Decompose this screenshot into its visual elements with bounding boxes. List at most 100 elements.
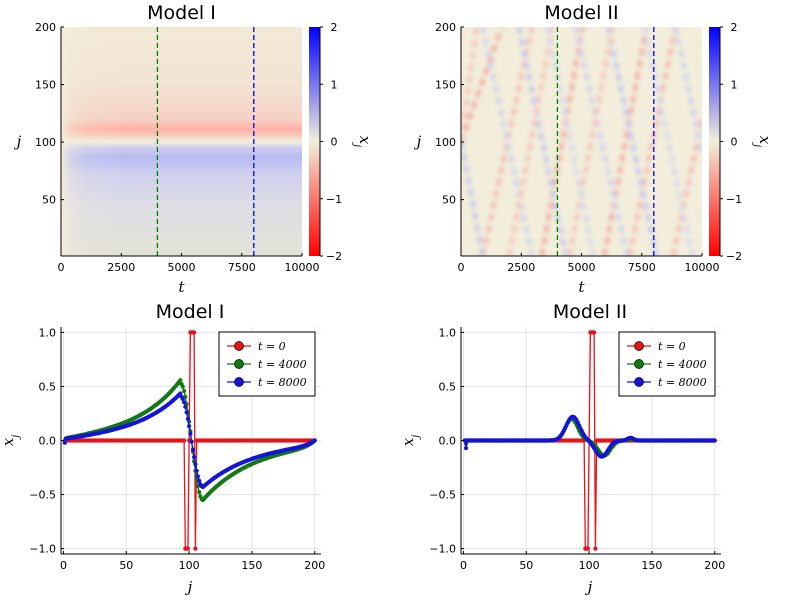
x-tick-label: 0: [458, 261, 465, 274]
x-tick-label: 2500: [107, 261, 135, 274]
legend-entry: t = 4000: [658, 358, 707, 371]
y-axis-label: j: [14, 133, 22, 151]
data-point: [180, 396, 185, 401]
data-point: [193, 546, 198, 551]
data-point: [593, 546, 598, 551]
legend-entry: t = 0: [658, 340, 686, 353]
series-8000: [62, 391, 317, 490]
data-point: [193, 462, 198, 467]
x-tick-label: 200: [304, 559, 325, 572]
legend-marker: [634, 377, 644, 387]
colorbar-tick-label: 0: [731, 136, 738, 149]
y-tick-label: 1.0: [39, 326, 57, 339]
wave-front: [461, 27, 505, 143]
data-point: [188, 431, 193, 436]
wave-front: [539, 27, 585, 256]
wave-front: [602, 27, 649, 256]
x-tick-label: 200: [704, 559, 725, 572]
data-point: [712, 438, 717, 443]
heatmap-panel-2: 0 2500 5000 7500 10000 50 100 150 200 Model II t j −…: [414, 2, 774, 296]
data-point: [190, 447, 195, 452]
colorbar-label: xj: [352, 136, 375, 148]
wave-front: [567, 27, 616, 256]
data-point: [195, 474, 200, 479]
y-tick-label: 0.5: [39, 380, 57, 393]
x-tick-label: 150: [641, 559, 662, 572]
legend-marker: [234, 359, 244, 369]
colorbar-tick-label: 1: [731, 78, 738, 91]
x-tick-label: 50: [519, 559, 533, 572]
wave-front: [461, 27, 479, 143]
wave-front: [673, 27, 702, 155]
x-tick-label: 0: [60, 559, 67, 572]
data-point: [62, 440, 67, 445]
x-tick-label: 150: [241, 559, 262, 572]
data-point: [182, 400, 187, 405]
legend-entry: t = 8000: [258, 376, 307, 389]
x-axis-label: t: [178, 278, 185, 296]
colorbar-label: xj: [752, 136, 775, 148]
chart-title: Model II: [544, 2, 618, 24]
y-tick-label: −0.5: [29, 489, 56, 502]
y-axis-label: xj: [0, 435, 22, 447]
y-tick-label: 200: [435, 21, 456, 34]
wave-front: [605, 27, 659, 256]
data-point: [185, 546, 190, 551]
wave-front: [627, 27, 678, 256]
y-tick-label: 150: [435, 79, 456, 92]
x-tick-label: 0: [58, 261, 65, 274]
colorbar: [309, 27, 320, 256]
x-axis-label: t: [578, 278, 585, 296]
data-point: [197, 478, 202, 483]
data-point: [189, 439, 194, 444]
y-axis-label: j: [414, 133, 422, 151]
legend-marker: [634, 359, 644, 369]
x-axis-label: j: [185, 578, 193, 596]
data-point: [183, 404, 188, 409]
y-tick-label: −0.5: [429, 489, 456, 502]
data-point: [192, 330, 197, 335]
y-tick-label: 0.5: [439, 380, 457, 393]
wave-front: [461, 141, 485, 256]
x-tick-label: 7500: [628, 261, 656, 274]
y-tick-label: 100: [35, 136, 56, 149]
data-point: [463, 446, 469, 451]
legend-marker: [234, 341, 244, 351]
x-tick-label: 0: [460, 559, 467, 572]
colorbar-tick-label: 1: [331, 78, 338, 91]
colorbar-tick-label: 0: [331, 136, 338, 149]
colorbar: [709, 27, 720, 256]
data-point: [312, 438, 317, 443]
series-0: [62, 330, 317, 551]
legend-entry: t = 0: [258, 340, 286, 353]
colorbar-tick-label: 2: [331, 21, 338, 34]
data-point: [184, 410, 189, 415]
y-tick-label: 100: [435, 136, 456, 149]
y-tick-label: 50: [442, 194, 456, 207]
data-point: [192, 455, 197, 460]
y-tick-label: 0.0: [439, 435, 457, 448]
x-tick-label: 2500: [507, 261, 535, 274]
x-tick-label: 100: [179, 559, 200, 572]
data-point: [185, 416, 190, 421]
y-tick-label: 200: [35, 21, 56, 34]
y-tick-label: 50: [42, 194, 56, 207]
x-axis-label: j: [585, 578, 593, 596]
data-point: [585, 546, 591, 551]
data-point: [187, 424, 192, 429]
legend-entry: t = 8000: [658, 376, 707, 389]
x-tick-label: 100: [579, 559, 600, 572]
chart-title: Model I: [147, 2, 216, 24]
heatmap-initial-fade: [61, 27, 302, 256]
data-point: [197, 490, 202, 495]
chart-title: Model I: [156, 301, 225, 323]
chart-title: Model II: [553, 301, 627, 323]
data-point: [178, 378, 183, 383]
heatmap-waves: [461, 27, 702, 256]
colorbar-tick-label: −1: [326, 193, 342, 206]
y-tick-label: 150: [35, 79, 56, 92]
legend: t = 0 t = 4000 t = 8000: [218, 331, 316, 397]
wave-front: [516, 27, 569, 256]
legend-marker: [634, 341, 644, 351]
